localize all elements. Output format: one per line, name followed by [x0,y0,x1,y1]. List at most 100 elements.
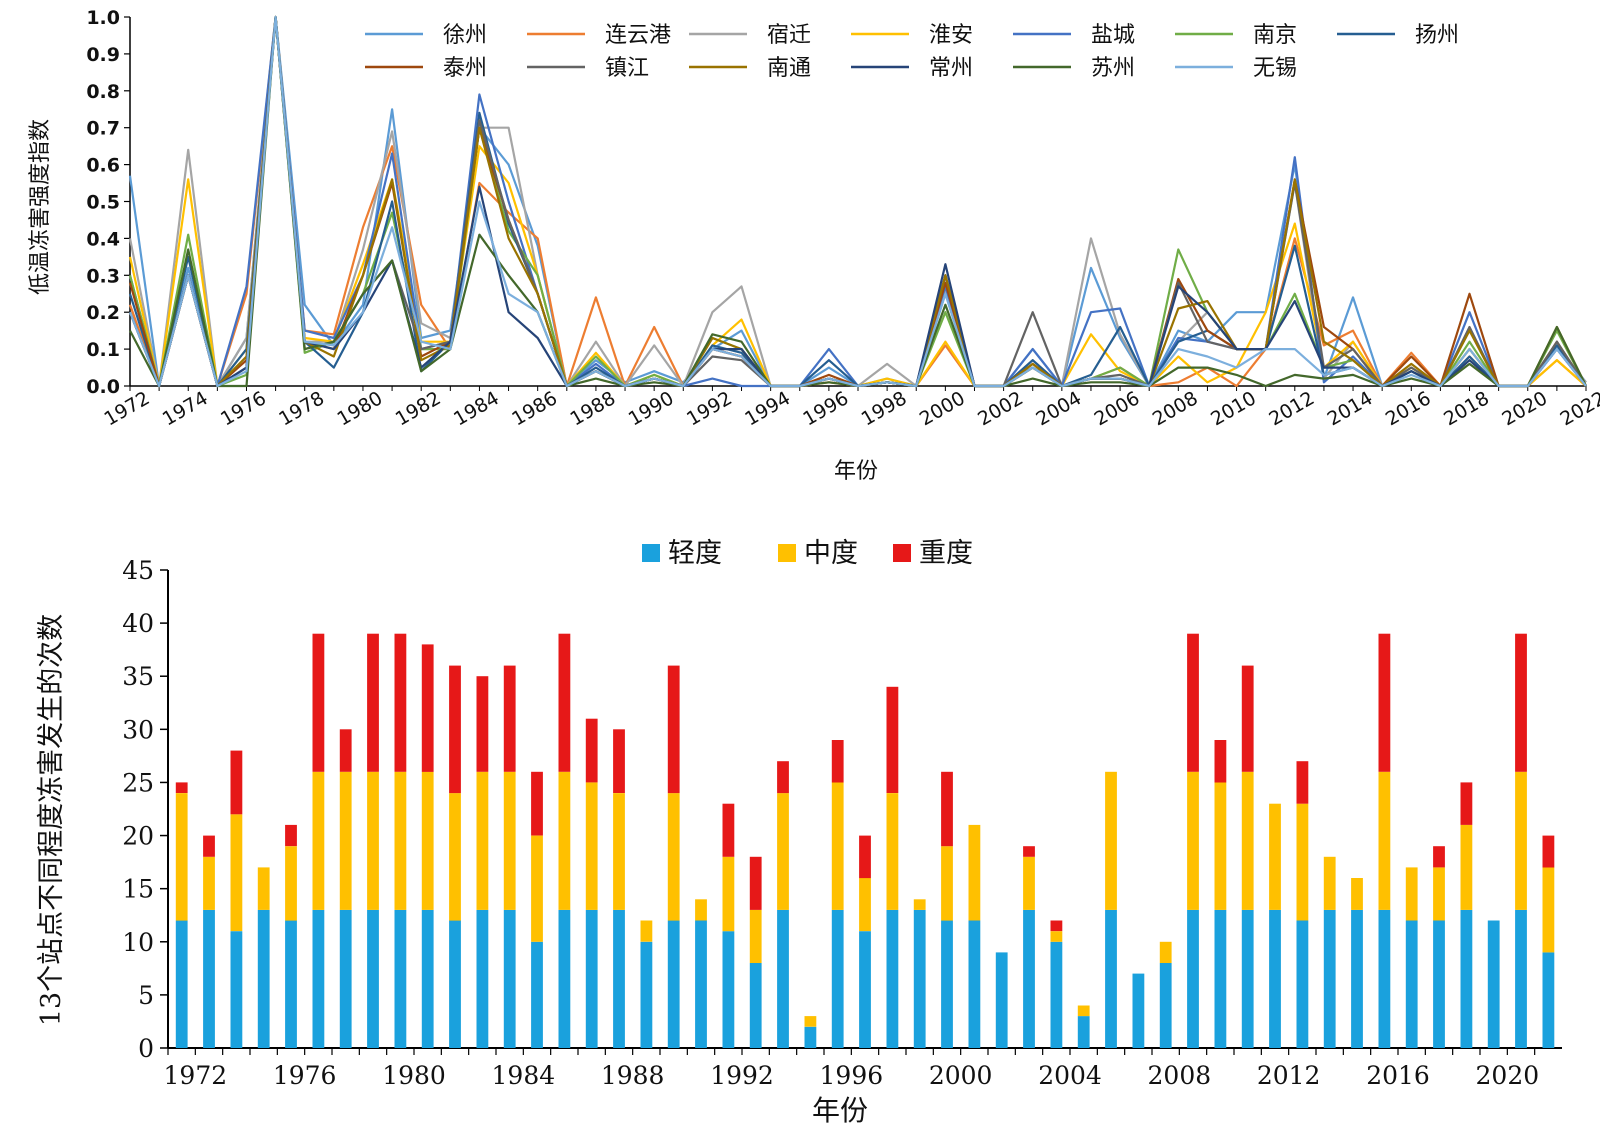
bar-chart-xlabel: 年份 [812,1094,868,1127]
bar-中度-1988 [613,793,625,910]
bar-中度-1985 [531,835,543,942]
line-chart-x-tick-label: 2008 [1149,387,1202,430]
bar-轻度-2021 [1515,909,1527,1048]
legend-label: 连云港 [605,23,671,48]
bar-chart-y-tick-label: 45 [122,556,154,585]
bar-轻度-1986 [558,909,571,1048]
bar-重度-1972 [175,782,188,793]
bar-重度-2019 [1460,782,1473,825]
bar-轻度-1988 [613,909,625,1048]
bar-中度-2009 [1187,771,1199,910]
bar-轻度-1995 [804,1026,817,1048]
line-chart-x-tick-label: 1984 [450,387,503,430]
bar-中度-2018 [1433,867,1445,921]
line-chart-x-tick-label: 1982 [392,387,445,430]
bar-chart-x-tick-label: 2004 [1038,1061,1102,1090]
bar-重度-1977 [312,633,325,772]
bar-中度-2005 [1077,1005,1090,1017]
line-chart-y-tick-label: 1.0 [86,7,120,29]
bar-legend-item-轻度: 轻度 [642,538,722,569]
bar-重度-1978 [339,729,352,772]
bar-chart-x-tick-label: 2020 [1476,1061,1540,1090]
bar-轻度-1989 [640,941,653,1048]
line-series-无锡 [128,15,1587,388]
bar-轻度-2008 [1159,963,1172,1048]
line-chart-x-tick-label: 2000 [916,387,969,430]
bar-重度-1988 [613,729,625,793]
line-chart-y-tick-label: 0.6 [86,155,120,177]
bar-chart-x-tick-label: 2012 [1257,1061,1321,1090]
bar-中度-1976 [285,846,297,921]
bar-chart-x-tick-label: 1976 [273,1061,337,1090]
bar-中度-2004 [1050,931,1063,942]
bar-chart-y-tick-label: 25 [122,768,154,797]
bar-chart-x-tick-label: 2016 [1366,1061,1430,1090]
bar-中度-1980 [394,771,407,910]
bar-中度-1977 [312,771,325,910]
line-chart-y-tick-label: 0.7 [86,118,120,140]
legend-item-泰州: 泰州 [365,56,487,81]
line-chart-x-tick-label: 2004 [1032,387,1085,430]
bar-legend-label: 轻度 [668,538,722,569]
line-chart-x-tick-label: 2006 [1091,387,1144,430]
bar-轻度-1972 [175,920,188,1048]
bar-重度-1981 [421,644,434,772]
bar-轻度-2003 [1023,909,1035,1048]
bar-重度-1985 [531,771,543,836]
bar-chart-y-tick-label: 0 [138,1034,154,1063]
line-chart-x-tick-label: 2012 [1265,387,1318,430]
legend-item-扬州: 扬州 [1337,23,1459,48]
bar-重度-1998 [886,686,899,793]
line-chart-x-tick-label: 1992 [683,387,736,430]
bar-轻度-1990 [667,920,680,1048]
bar-轻度-1994 [777,909,789,1048]
bar-重度-2021 [1515,633,1527,772]
legend-item-南京: 南京 [1175,23,1297,48]
legend-item-连云港: 连云港 [527,23,671,48]
legend-item-无锡: 无锡 [1175,56,1297,81]
line-chart-y-tick-label: 0.2 [86,302,120,324]
bar-chart-x-tick-label: 1996 [820,1061,884,1090]
line-chart-x-tick-label: 2002 [974,387,1027,430]
bar-中度-2001 [968,824,981,921]
bar-重度-1990 [667,665,680,794]
bar-中度-1989 [640,920,653,942]
bar-重度-1997 [859,835,871,879]
bar-中度-2012 [1269,803,1281,910]
legend-item-镇江: 镇江 [527,56,649,81]
bar-轻度-1977 [312,909,325,1048]
line-chart-xlabel: 年份 [834,459,878,484]
bar-重度-2016 [1378,633,1391,772]
legend-label: 泰州 [443,56,487,81]
bar-轻度-2013 [1296,920,1309,1048]
line-chart-x-tick-label: 1996 [799,387,852,430]
line-chart-x-tick-label: 1980 [334,387,387,430]
bar-chart-x-tick-label: 1992 [710,1061,774,1090]
line-chart-x-tick-label: 1976 [217,387,270,430]
bar-轻度-2000 [941,920,953,1048]
legend-item-盐城: 盐城 [1013,23,1135,48]
bar-chart-legend: 轻度 中度 重度 [642,538,973,569]
bar-轻度-1991 [695,920,707,1048]
line-chart-y-tick-label: 0.8 [86,81,120,103]
bar-轻度-1997 [859,931,871,1048]
bar-中度-1998 [886,793,899,910]
bar-重度-2011 [1241,665,1254,772]
bar-中度-1984 [503,771,516,910]
bar-chart-bars [175,633,1555,1048]
line-chart-y-tick-label: 0.4 [86,228,120,250]
bar-轻度-1987 [585,909,598,1048]
bar-重度-1973 [203,835,215,857]
bar-轻度-1975 [257,909,270,1048]
bar-中度-2003 [1023,856,1035,910]
bar-轻度-2009 [1187,909,1199,1048]
bar-重度-1979 [367,633,379,772]
bar-legend-swatch [893,544,911,562]
bar-重度-1976 [285,824,297,847]
bar-轻度-1973 [203,909,215,1048]
bar-legend-swatch [642,544,660,562]
bar-chart-x-tick-label: 1984 [492,1061,556,1090]
bar-轻度-1984 [503,909,516,1048]
bar-中度-2008 [1159,941,1172,963]
